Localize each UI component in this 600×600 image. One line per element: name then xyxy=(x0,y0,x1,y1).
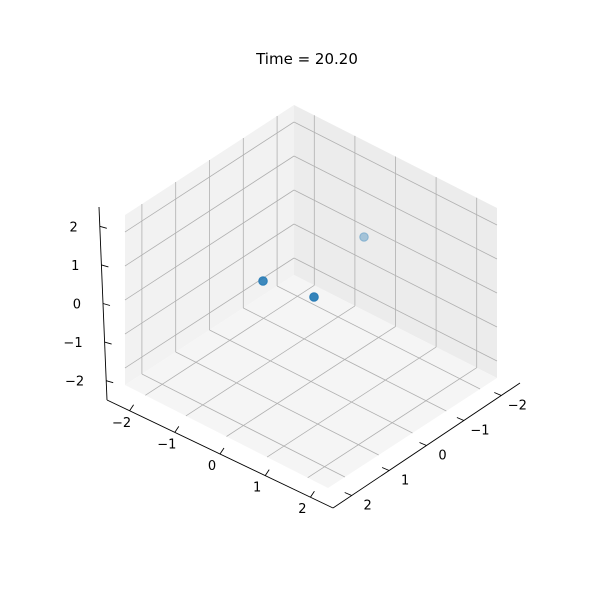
z-tick-mark xyxy=(101,264,109,268)
x-tick-label: 0 xyxy=(208,459,216,474)
axis-ticks: −2 −1 0 1 2 −2 −1 0 1 2 −2 −1 0 1 2 xyxy=(63,220,526,517)
data-points xyxy=(258,232,369,302)
grid-line-z xyxy=(124,189,295,301)
grid-line-z xyxy=(293,189,498,294)
grid-line-z xyxy=(124,155,295,267)
data-point xyxy=(359,232,369,242)
x-tick-label: 2 xyxy=(298,502,306,517)
grid-line-z xyxy=(124,121,295,233)
y-tick-label: 2 xyxy=(364,499,372,514)
x-tick-mark xyxy=(174,426,180,433)
y-tick-mark xyxy=(456,417,465,421)
chart-title: Time = 20.20 xyxy=(255,50,358,68)
data-point xyxy=(309,292,319,302)
x-tick-label: −1 xyxy=(157,437,176,452)
z-tick-mark xyxy=(104,341,112,345)
grid-line-z xyxy=(293,155,498,260)
grid-line-y xyxy=(307,367,477,479)
z-tick-mark xyxy=(106,380,114,384)
z-tick-label: −1 xyxy=(63,336,82,351)
y-tick-label: −1 xyxy=(470,424,489,439)
x-tick-mark xyxy=(129,404,134,412)
x-tick-mark xyxy=(310,490,315,498)
x-tick-label: 1 xyxy=(253,481,261,496)
data-point xyxy=(258,276,268,286)
grid-line-z xyxy=(293,121,498,226)
z-tick-label: 2 xyxy=(70,220,78,235)
y-tick-label: 0 xyxy=(438,449,446,464)
x-tick-label: −2 xyxy=(112,416,131,431)
y-tick-label: 1 xyxy=(401,474,409,489)
grid-line-x xyxy=(276,285,481,390)
z-tick-mark xyxy=(102,303,111,306)
z-tick-mark xyxy=(99,225,107,229)
z-tick-label: 1 xyxy=(71,259,79,274)
x-tick-mark xyxy=(219,447,225,455)
y-tick-mark xyxy=(494,392,502,396)
y-tick-label: −2 xyxy=(508,399,527,414)
grid-line-x xyxy=(243,307,447,412)
z-tick-label: 0 xyxy=(73,298,81,313)
z-tick-label: −2 xyxy=(65,375,84,390)
grid-line-y xyxy=(226,326,396,437)
grid-line-y xyxy=(266,346,437,458)
y-tick-mark xyxy=(344,492,352,496)
x-tick-mark xyxy=(264,469,270,476)
grid-lines xyxy=(124,115,498,479)
y-tick-mark xyxy=(419,442,427,446)
y-tick-mark xyxy=(381,467,390,471)
